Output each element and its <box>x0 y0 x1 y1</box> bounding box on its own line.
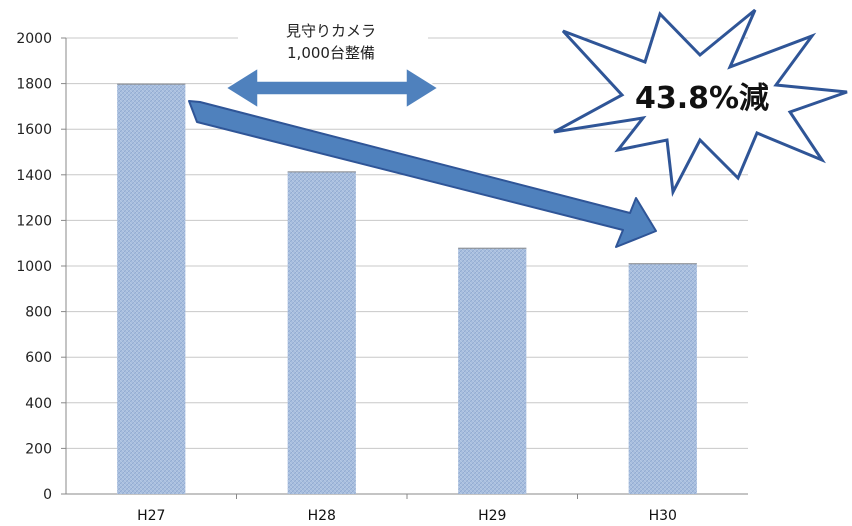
y-tick-label: 2000 <box>16 31 52 47</box>
y-tick-label: 600 <box>25 350 52 366</box>
bar-h30 <box>628 263 697 494</box>
y-tick-label: 1600 <box>16 122 52 138</box>
y-tick-label: 1800 <box>16 77 52 93</box>
y-tick-label: 1400 <box>16 168 52 184</box>
camera-annotation-line2: 1,000台整備 <box>287 44 375 62</box>
bars <box>117 83 697 494</box>
y-tick-label: 1200 <box>16 213 52 229</box>
y-tick-label: 400 <box>25 396 52 412</box>
y-tick-label: 800 <box>25 305 52 321</box>
trend-arrow-icon <box>188 100 657 248</box>
double-arrow-icon <box>224 66 440 110</box>
x-tick-label: H29 <box>478 508 506 524</box>
y-tick-label: 1000 <box>16 259 52 275</box>
y-axis-tick-labels: 0 200 400 600 800 1000 1200 1400 1600 1800 2000 <box>16 31 52 503</box>
bar-h29 <box>458 247 527 494</box>
reduction-starburst: 43.8%減 <box>553 8 848 198</box>
x-tick-label: H30 <box>649 508 677 524</box>
x-tick-label: H27 <box>137 508 165 524</box>
camera-annotation: 見守りカメラ 1,000台整備 <box>238 18 428 68</box>
bar-h28 <box>287 171 356 494</box>
x-tick-label: H28 <box>308 508 336 524</box>
y-tick-label: 0 <box>43 487 52 503</box>
camera-annotation-line1: 見守りカメラ <box>286 22 376 40</box>
x-axis-category-labels: H27 H28 H29 H30 <box>137 508 677 524</box>
bar-h27 <box>117 83 186 494</box>
y-tick-label: 200 <box>25 441 52 457</box>
reduction-label: 43.8%減 <box>635 81 769 116</box>
